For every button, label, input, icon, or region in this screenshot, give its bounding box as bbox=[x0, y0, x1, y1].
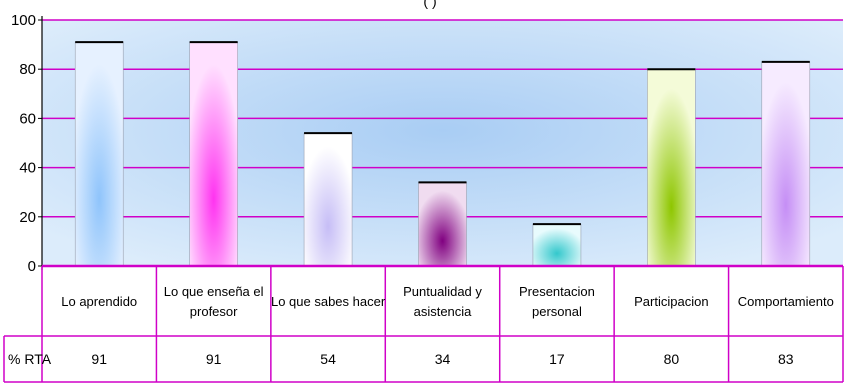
data-table: Lo aprendido Lo que enseña el profesor Lo q… bbox=[3, 264, 844, 383]
y-tick-labels: 0 20 40 60 80 100 bbox=[11, 12, 36, 275]
y-tick-label: 20 bbox=[19, 209, 36, 226]
bar bbox=[532, 223, 582, 267]
series-label: % RTA bbox=[8, 351, 52, 367]
chart-title: ( ) bbox=[423, 0, 436, 9]
y-tick-label: 60 bbox=[19, 110, 36, 127]
value-cell: 80 bbox=[664, 351, 680, 367]
category-label: Lo que enseña el profesor bbox=[164, 284, 264, 319]
category-label: Lo que sabes hacer bbox=[271, 294, 386, 309]
value-cell: 91 bbox=[91, 351, 107, 367]
value-cell: 91 bbox=[206, 351, 222, 367]
value-cell: 17 bbox=[549, 351, 565, 367]
category-label: Comportamiento bbox=[738, 294, 834, 309]
y-tick-label: 100 bbox=[11, 12, 36, 29]
bar bbox=[418, 182, 467, 267]
axes bbox=[38, 16, 43, 270]
value-cell: 83 bbox=[778, 351, 794, 367]
y-tick-label: 80 bbox=[19, 61, 36, 78]
category-label: Puntualidad y asistencia bbox=[403, 284, 482, 319]
y-tick-label: 40 bbox=[19, 160, 36, 177]
value-cell: 34 bbox=[435, 351, 451, 367]
category-label: Presentacion personal bbox=[519, 284, 595, 319]
bar bbox=[761, 61, 811, 267]
bar bbox=[303, 132, 353, 267]
bar bbox=[647, 68, 696, 267]
bar bbox=[189, 41, 238, 267]
gridlines bbox=[42, 19, 843, 218]
value-cell: 54 bbox=[320, 351, 336, 367]
bar bbox=[74, 41, 124, 267]
category-label: Lo aprendido bbox=[61, 294, 137, 309]
category-label: Participacion bbox=[634, 294, 708, 309]
y-tick-label: 0 bbox=[28, 258, 36, 275]
